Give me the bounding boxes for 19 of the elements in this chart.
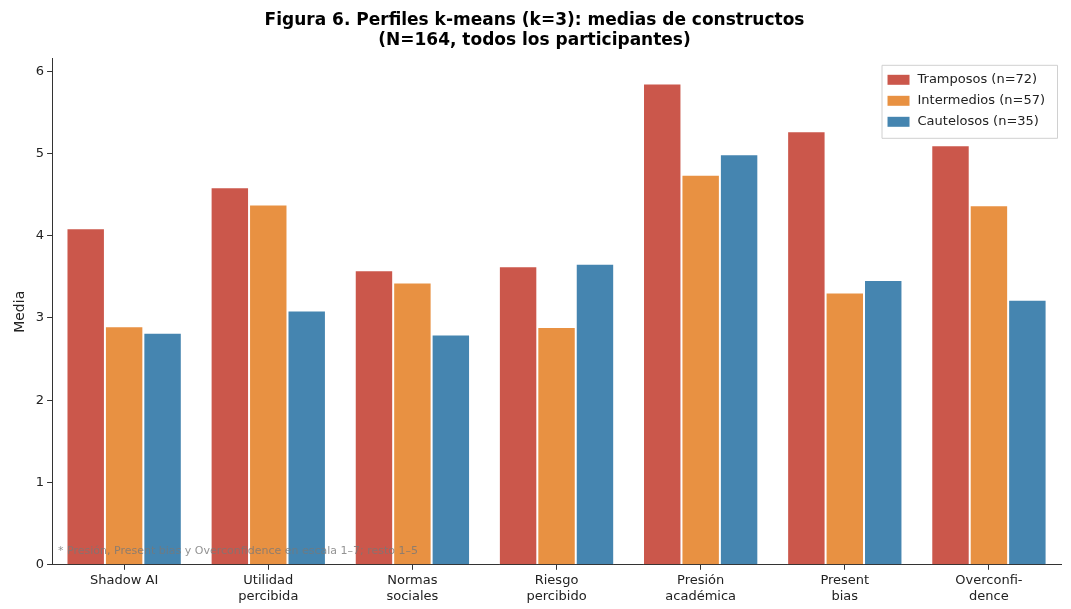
y-tick-label: 4 <box>35 227 45 243</box>
x-tick-label: Shadow AI <box>90 571 159 587</box>
x-tick-label: Utilidad percibida <box>238 571 299 603</box>
x-tick-label: Normas sociales <box>386 571 439 603</box>
chart-title: Figura 6. Perfiles k-means (k=3): medias de constructos (N=164, todos los participantes) <box>264 8 805 50</box>
y-tick-label: 5 <box>35 144 45 160</box>
x-tick-label: Presión académica <box>665 571 737 603</box>
y-tick-label: 0 <box>35 556 45 572</box>
x-tick-label: Present bias <box>820 571 870 603</box>
legend-label: Intermedios (n=57) <box>917 92 1046 108</box>
legend-label: Tramposos (n=72) <box>916 71 1038 87</box>
y-tick-label: 3 <box>35 309 45 325</box>
y-axis-title: Media <box>11 290 28 333</box>
y-tick-label: 1 <box>35 473 45 489</box>
legend-label: Cautelosos (n=35) <box>917 113 1039 129</box>
x-tick-label: Riesgo percibido <box>526 571 587 603</box>
x-tick-label: Overconfi- dence <box>955 571 1023 603</box>
y-tick-label: 6 <box>35 62 45 78</box>
y-tick-label: 2 <box>35 391 45 407</box>
